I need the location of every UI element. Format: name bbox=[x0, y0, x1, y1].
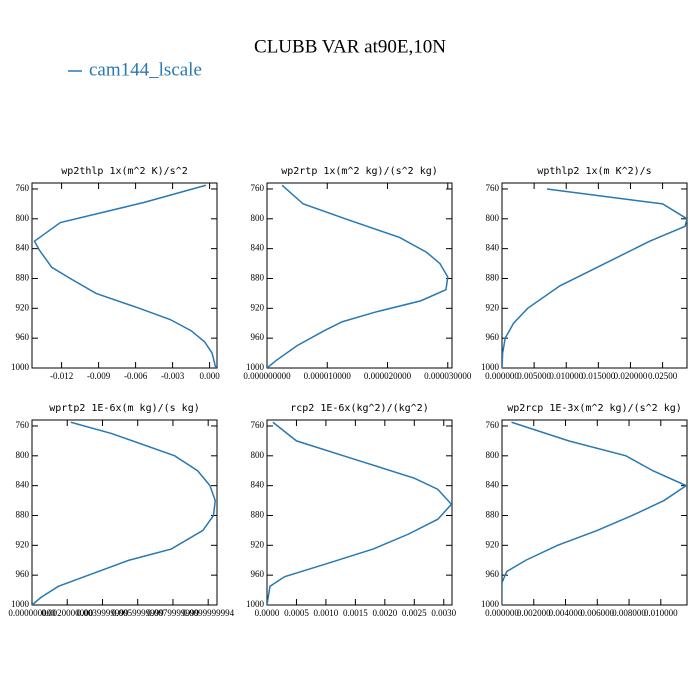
x-tick-label: 0.020000 bbox=[614, 371, 648, 381]
y-tick-label: 840 bbox=[251, 480, 265, 490]
x-tick-label: 0.000020000 bbox=[364, 371, 412, 381]
y-tick-label: 1000 bbox=[246, 362, 265, 372]
x-tick-label: 0.010000 bbox=[549, 371, 583, 381]
figure-title: CLUBB VAR at90E,10N bbox=[254, 36, 446, 57]
x-tick-label: 0.002000 bbox=[517, 608, 551, 618]
x-tick-label: 0.000000000 bbox=[8, 608, 56, 618]
x-tick-label: 0.006000 bbox=[580, 608, 614, 618]
y-tick-label: 920 bbox=[16, 539, 30, 549]
panel-title: wp2rtp 1x(m^2 kg)/(s^2 kg) bbox=[281, 166, 438, 177]
y-tick-label: 840 bbox=[486, 243, 500, 253]
x-tick-label: 0.0099999994 bbox=[182, 608, 234, 618]
y-tick-label: 760 bbox=[16, 420, 30, 430]
panel-title: wprtp2 1E-6x(m kg)/(s kg) bbox=[49, 403, 200, 414]
y-tick-label: 1000 bbox=[481, 599, 500, 609]
x-tick-label: -0.006 bbox=[124, 371, 148, 381]
y-tick-label: 880 bbox=[486, 510, 500, 520]
profile-line bbox=[502, 188, 687, 368]
x-tick-label: 0.010000 bbox=[644, 608, 678, 618]
y-tick-label: 800 bbox=[16, 213, 30, 223]
x-tick-label: 0.0030 bbox=[431, 608, 456, 618]
x-tick-label: 0.004000 bbox=[549, 608, 583, 618]
profile-line bbox=[267, 421, 452, 605]
y-tick-label: 840 bbox=[16, 480, 30, 490]
x-tick-label: 0.0020 bbox=[372, 608, 397, 618]
x-tick-label: 0.0005 bbox=[284, 608, 309, 618]
y-tick-label: 800 bbox=[251, 450, 265, 460]
y-tick-label: 920 bbox=[486, 539, 500, 549]
x-tick-label: -0.003 bbox=[161, 371, 185, 381]
y-tick-label: 920 bbox=[486, 302, 500, 312]
profile-line bbox=[267, 184, 449, 368]
x-tick-label: 0.008000 bbox=[612, 608, 646, 618]
profile-line bbox=[32, 421, 217, 605]
x-tick-label: 0.0010 bbox=[314, 608, 339, 618]
panel-title: rcp2 1E-6x(kg^2)/(kg^2) bbox=[290, 403, 428, 414]
y-tick-label: 880 bbox=[16, 510, 30, 520]
y-tick-label: 880 bbox=[251, 273, 265, 283]
y-tick-label: 760 bbox=[486, 420, 500, 430]
y-tick-label: 920 bbox=[251, 302, 265, 312]
y-tick-label: 960 bbox=[486, 569, 500, 579]
x-tick-label: 0.0079999999 bbox=[147, 608, 199, 618]
x-tick-label: 0.0015 bbox=[343, 608, 368, 618]
x-tick-label: 0.0039999999 bbox=[77, 608, 129, 618]
plot-frame bbox=[31, 419, 218, 606]
y-tick-label: 880 bbox=[16, 273, 30, 283]
y-tick-label: 800 bbox=[16, 450, 30, 460]
y-tick-label: 960 bbox=[16, 569, 30, 579]
y-tick-label: 1000 bbox=[11, 599, 30, 609]
plot-frame bbox=[31, 182, 218, 369]
plot-frame bbox=[501, 182, 688, 369]
y-tick-label: 840 bbox=[16, 243, 30, 253]
x-tick-label: 0.000 bbox=[199, 371, 220, 381]
y-tick-label: 800 bbox=[486, 213, 500, 223]
y-tick-label: 760 bbox=[486, 183, 500, 193]
profile-line bbox=[502, 421, 687, 605]
x-tick-label: 0.005000 bbox=[517, 371, 551, 381]
y-tick-label: 1000 bbox=[246, 599, 265, 609]
plot-frame bbox=[266, 182, 453, 369]
y-tick-label: 960 bbox=[16, 332, 30, 342]
y-tick-label: 1000 bbox=[481, 362, 500, 372]
panel-title: wpthlp2 1x(m K^2)/s bbox=[537, 166, 651, 177]
y-tick-label: 800 bbox=[486, 450, 500, 460]
y-tick-label: 800 bbox=[251, 213, 265, 223]
y-tick-label: 760 bbox=[251, 183, 265, 193]
x-tick-label: 0.0000 bbox=[255, 608, 280, 618]
y-tick-label: 760 bbox=[251, 420, 265, 430]
x-tick-label: 0.02500 bbox=[648, 371, 678, 381]
x-tick-label: 0.000000 bbox=[485, 371, 519, 381]
y-tick-label: 840 bbox=[486, 480, 500, 490]
plot-frame bbox=[266, 419, 453, 606]
panel-title: wp2rcp 1E-3x(m^2 kg)/(s^2 kg) bbox=[507, 403, 682, 414]
y-tick-label: 920 bbox=[251, 539, 265, 549]
y-tick-label: 1000 bbox=[11, 362, 30, 372]
profile-line bbox=[33, 184, 217, 368]
x-tick-label: -0.009 bbox=[87, 371, 111, 381]
panel-title: wp2thlp 1x(m^2 K)/s^2 bbox=[61, 166, 187, 177]
y-tick-label: 840 bbox=[251, 243, 265, 253]
x-tick-label: 0.000000000 bbox=[243, 371, 291, 381]
y-tick-label: 760 bbox=[16, 183, 30, 193]
y-tick-label: 960 bbox=[251, 332, 265, 342]
y-tick-label: 960 bbox=[486, 332, 500, 342]
x-tick-label: 0.0025 bbox=[402, 608, 427, 618]
plot-frame bbox=[501, 419, 688, 606]
y-tick-label: 960 bbox=[251, 569, 265, 579]
legend-label: cam144_lscale bbox=[89, 59, 202, 80]
y-tick-label: 880 bbox=[486, 273, 500, 283]
x-tick-label: 0.0020000000 bbox=[41, 608, 93, 618]
y-tick-label: 920 bbox=[16, 302, 30, 312]
x-tick-label: -0.012 bbox=[50, 371, 73, 381]
x-tick-label: 0.015000 bbox=[581, 371, 615, 381]
x-tick-label: 0.000030000 bbox=[424, 371, 472, 381]
y-tick-label: 880 bbox=[251, 510, 265, 520]
x-tick-label: 0.000010000 bbox=[304, 371, 352, 381]
x-tick-label: 0.000000 bbox=[485, 608, 519, 618]
x-tick-label: 0.0059999999 bbox=[112, 608, 164, 618]
